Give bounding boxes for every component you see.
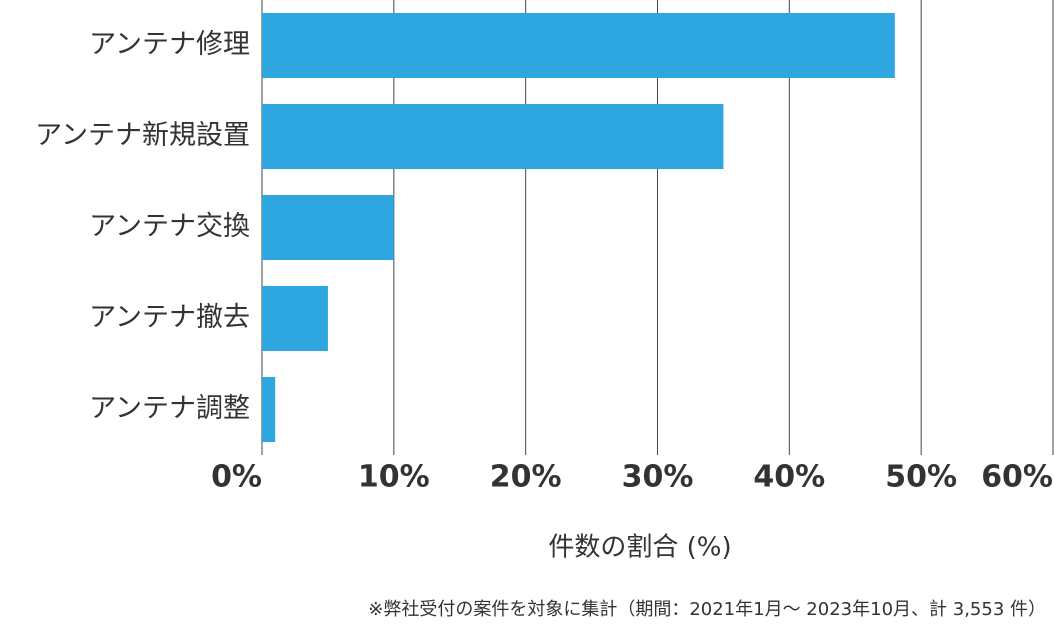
bar <box>262 286 328 351</box>
bar <box>262 377 276 442</box>
y-tick-label: アンテナ新規設置 <box>35 120 250 151</box>
x-tick-label: 0% <box>211 460 262 495</box>
y-tick-label: アンテナ修理 <box>89 29 250 60</box>
y-tick-label: アンテナ調整 <box>89 393 250 424</box>
x-tick-label: 60% <box>981 460 1053 495</box>
bar <box>262 195 394 260</box>
x-tick-label: 20% <box>490 460 562 495</box>
x-tick-label: 30% <box>622 460 694 495</box>
x-tick-label: 10% <box>358 460 430 495</box>
x-axis-title: 件数の割合 (%) <box>548 533 731 563</box>
x-tick-label: 50% <box>885 460 957 495</box>
y-tick-label: アンテナ撤去 <box>89 302 250 333</box>
x-tick-label: 40% <box>753 460 825 495</box>
bar <box>262 104 724 169</box>
footnote: ※弊社受付の案件を対象に集計（期間：2021年1月～ 2023年10月、計 3,… <box>368 599 1046 620</box>
y-tick-label: アンテナ交換 <box>89 211 250 242</box>
bar <box>262 13 895 78</box>
